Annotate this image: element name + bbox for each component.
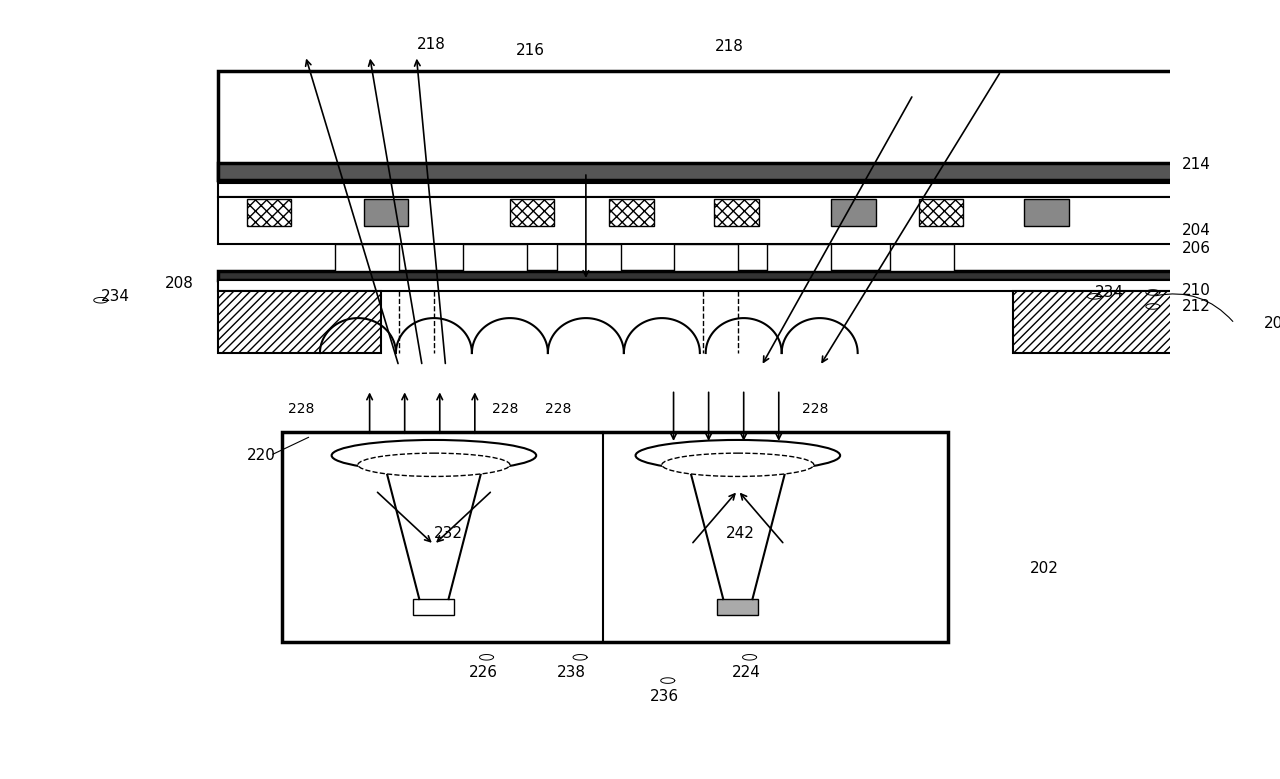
Bar xyxy=(282,432,948,642)
Text: 228: 228 xyxy=(493,402,518,416)
Ellipse shape xyxy=(332,440,536,471)
Bar xyxy=(509,199,554,227)
Text: 242: 242 xyxy=(726,526,755,541)
Text: 204: 204 xyxy=(1181,223,1211,238)
Bar xyxy=(218,291,381,353)
Text: 228: 228 xyxy=(803,402,828,416)
Text: 218: 218 xyxy=(416,37,445,51)
Text: 214: 214 xyxy=(1181,157,1211,172)
Bar xyxy=(890,244,954,271)
Text: 228: 228 xyxy=(288,402,314,416)
Bar xyxy=(919,199,964,227)
Bar xyxy=(767,244,832,271)
Bar xyxy=(218,271,1176,280)
Bar xyxy=(557,244,621,271)
Bar xyxy=(413,599,454,615)
Text: 236: 236 xyxy=(650,689,680,703)
Bar xyxy=(673,244,737,271)
Bar xyxy=(218,280,1176,291)
Text: 232: 232 xyxy=(434,526,463,541)
Text: 200: 200 xyxy=(1263,316,1280,331)
Bar xyxy=(463,244,527,271)
Bar xyxy=(218,183,1176,197)
Text: 208: 208 xyxy=(165,276,195,291)
Ellipse shape xyxy=(662,453,814,477)
Text: 218: 218 xyxy=(714,39,744,54)
Bar xyxy=(717,599,758,615)
Ellipse shape xyxy=(358,453,509,477)
Text: 234: 234 xyxy=(1094,285,1124,300)
Text: 202: 202 xyxy=(1030,561,1059,576)
Text: 206: 206 xyxy=(1181,241,1211,256)
Bar xyxy=(714,199,759,227)
Bar xyxy=(1024,199,1069,227)
Text: 210: 210 xyxy=(1181,284,1211,298)
Bar xyxy=(609,199,654,227)
Bar xyxy=(218,71,1176,180)
Bar xyxy=(334,244,399,271)
Text: 228: 228 xyxy=(545,402,571,416)
Text: 226: 226 xyxy=(468,665,498,680)
Bar xyxy=(218,163,1176,180)
Bar xyxy=(1012,291,1176,353)
Bar xyxy=(832,199,876,227)
Text: 224: 224 xyxy=(732,665,760,680)
Text: 216: 216 xyxy=(516,43,545,58)
Bar xyxy=(364,199,408,227)
Text: 212: 212 xyxy=(1181,299,1211,314)
Text: 220: 220 xyxy=(247,448,275,463)
Bar xyxy=(247,199,292,227)
Ellipse shape xyxy=(636,440,840,471)
Text: 234: 234 xyxy=(101,289,129,304)
Text: 238: 238 xyxy=(557,665,586,680)
Bar xyxy=(218,197,1176,244)
